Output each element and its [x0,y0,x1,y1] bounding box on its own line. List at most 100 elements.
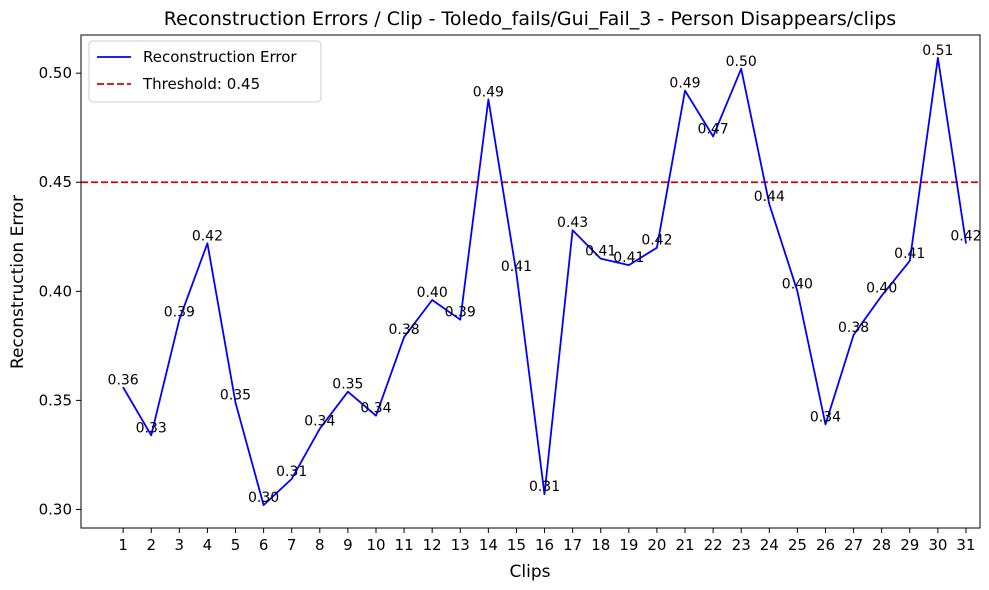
data-point [712,135,714,137]
data-label: 0.36 [108,372,139,388]
data-label: 0.42 [950,228,981,244]
data-point [965,242,967,244]
data-label: 0.40 [417,285,448,301]
x-tick-label: 26 [816,536,835,554]
data-label: 0.47 [698,121,729,137]
data-point [319,428,321,430]
data-label: 0.41 [894,246,925,262]
data-label: 0.41 [613,250,644,266]
chart-title: Reconstruction Errors / Clip - Toledo_fa… [164,8,896,30]
data-label: 0.38 [388,322,419,338]
axis-ticks: 0.300.350.400.450.501 2 3 4 5 6 7 8 9 10 11 12 13 14 1… [39,64,976,554]
y-axis-label: Reconstruction Error [8,195,28,369]
data-point [375,415,377,417]
x-tick-label: 19 [619,536,638,554]
y-tick-label: 0.30 [39,500,72,518]
x-tick-label: 4 [203,536,213,554]
x-tick-label: 18 [591,536,610,554]
data-point [909,260,911,262]
data-label: 0.42 [192,228,223,244]
data-label: 0.30 [248,490,279,506]
x-tick-label: 10 [366,536,385,554]
y-tick-label: 0.50 [39,64,72,82]
x-tick-label: 15 [507,536,526,554]
x-tick-label: 13 [451,536,470,554]
data-point [544,493,546,495]
data-label: 0.49 [473,84,504,100]
data-point [768,203,770,205]
plot-area: 0.36 0.33 0.39 0.42 0.35 0.30 0.31 0.34 0.35 0.34… [81,43,982,506]
x-tick-label: 24 [760,536,779,554]
x-tick-label: 17 [563,536,582,554]
x-tick-label: 1 [118,536,128,554]
data-label: 0.41 [501,259,532,275]
data-label: 0.51 [922,43,953,59]
data-point [515,273,517,275]
legend-entry-threshold: Threshold: 0.45 [142,75,260,93]
x-axis-label: Clips [510,562,551,582]
x-tick-label: 6 [259,536,269,554]
data-point [178,319,180,321]
data-label: 0.35 [332,377,363,393]
data-point [206,242,208,244]
x-tick-label: 5 [231,536,241,554]
data-label: 0.41 [585,244,616,260]
x-tick-label: 11 [395,536,414,554]
data-label: 0.39 [164,305,195,321]
plot-frame [80,34,981,529]
data-point [853,334,855,336]
data-label: 0.33 [136,420,167,436]
data-label: 0.35 [220,388,251,404]
data-point [150,434,152,436]
legend-box [88,40,322,103]
data-label: 0.44 [754,189,785,205]
x-tick-label: 9 [343,536,353,554]
data-point [937,57,939,59]
data-point [684,90,686,92]
x-tick-label: 23 [732,536,751,554]
legend-entry-reconstruction-error: Reconstruction Error [143,48,297,66]
data-point [235,402,237,404]
x-tick-label: 30 [928,536,947,554]
x-tick-label: 3 [175,536,185,554]
legend: Reconstruction Error Threshold: 0.45 [88,40,322,103]
data-label: 0.42 [641,233,672,249]
data-point [572,229,574,231]
x-tick-label: 28 [872,536,891,554]
data-label: 0.34 [360,401,391,417]
data-label: 0.50 [726,54,757,70]
x-tick-label: 22 [704,536,723,554]
data-point [656,247,658,249]
data-point [347,391,349,393]
data-point [628,264,630,266]
data-point [881,295,883,297]
data-point [824,423,826,425]
series-line-reconstruction-error [122,57,967,507]
x-tick-label: 7 [287,536,297,554]
x-tick-label: 31 [956,536,975,554]
x-tick-label: 14 [479,536,498,554]
data-label: 0.34 [304,414,335,430]
data-point [740,68,742,70]
x-tick-label: 2 [146,536,156,554]
data-label: 0.40 [866,281,897,297]
x-tick-label: 12 [423,536,442,554]
data-point [796,290,798,292]
x-tick-label: 21 [675,536,694,554]
y-tick-label: 0.40 [39,282,72,300]
y-tick-label: 0.45 [39,173,72,191]
data-label: 0.34 [810,409,841,425]
x-tick-label: 20 [647,536,666,554]
data-point [403,336,405,338]
data-label: 0.49 [669,76,700,92]
data-point [122,386,124,388]
x-tick-label: 16 [535,536,554,554]
x-tick-label: 29 [900,536,919,554]
data-point [600,258,602,260]
y-tick-label: 0.35 [39,391,72,409]
data-point [291,478,293,480]
data-label: 0.40 [782,276,813,292]
x-tick-label: 8 [315,536,325,554]
x-tick-label: 25 [788,536,807,554]
x-tick-label: 27 [844,536,863,554]
